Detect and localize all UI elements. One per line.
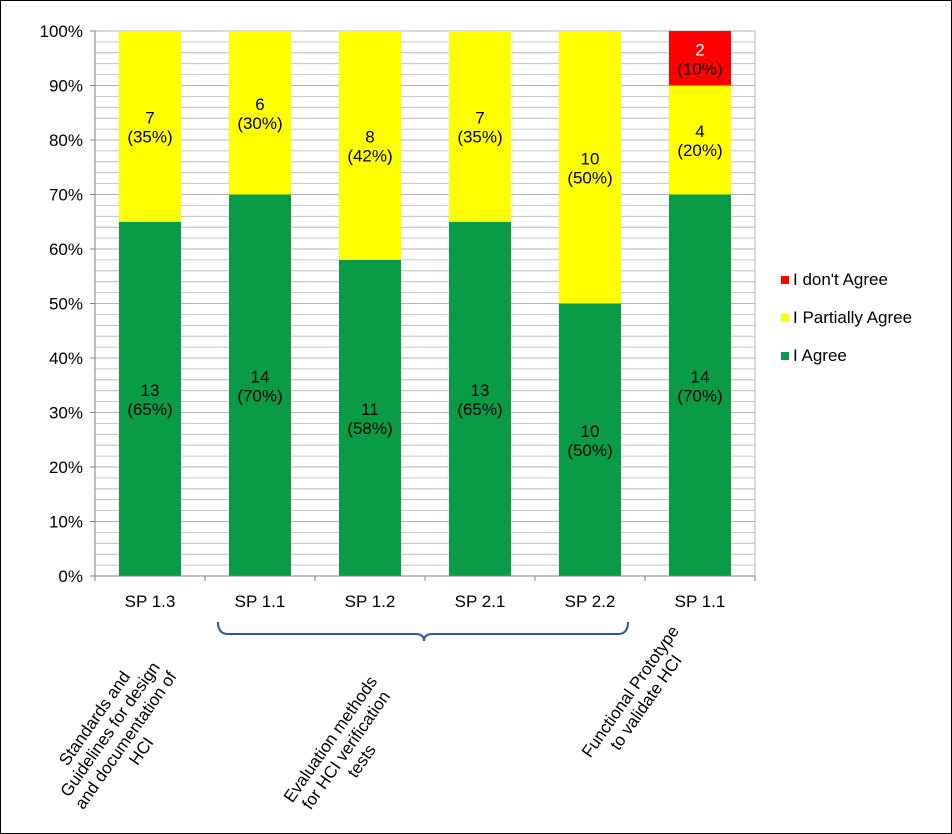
bar-segment — [669, 85, 731, 195]
bar-segment — [119, 31, 181, 222]
data-label-percent: (65%) — [457, 400, 502, 419]
data-label-percent: (58%) — [347, 419, 392, 438]
data-label-percent: (35%) — [457, 127, 502, 146]
legend-label: I Agree — [793, 346, 847, 365]
gridlines — [95, 30, 756, 576]
data-label-percent: (10%) — [677, 59, 722, 78]
data-label-count: 10 — [581, 149, 600, 168]
bar-segment — [669, 31, 731, 86]
legend-label: I Partially Agree — [793, 308, 913, 327]
bars — [119, 31, 731, 576]
bar-segment — [559, 31, 621, 304]
y-tick-label: 40% — [49, 349, 83, 368]
y-tick-label: 10% — [49, 513, 83, 532]
data-labels: 13(65%)7(35%)14(70%)6(30%)11(58%)8(42%)1… — [127, 40, 722, 460]
data-label-count: 7 — [475, 108, 484, 127]
data-label-percent: (50%) — [567, 441, 612, 460]
y-tick-label: 100% — [40, 22, 83, 41]
data-label-count: 10 — [581, 422, 600, 441]
data-label-count: 14 — [251, 367, 270, 386]
data-label-count: 14 — [691, 367, 710, 386]
bar-segment — [339, 31, 401, 260]
data-label-count: 6 — [255, 95, 264, 114]
legend-label: I don't Agree — [793, 270, 888, 289]
bar-segment — [449, 221, 511, 576]
legend-swatch-red — [781, 276, 789, 284]
y-tick-label: 0% — [58, 567, 83, 586]
group-bracket — [217, 621, 629, 642]
data-label-percent: (65%) — [127, 400, 172, 419]
bar-segment — [229, 194, 291, 576]
bar-segment — [119, 221, 181, 576]
x-tick-label: SP 2.1 — [455, 592, 506, 611]
axes: SP 1.3 SP 1.1 SP 1.2 SP 2.1 SP 2.2 SP 1.1 0% 10… — [40, 22, 756, 642]
data-label-count: 7 — [145, 108, 154, 127]
legend-swatch-yellow — [781, 314, 789, 322]
bar-segment — [449, 31, 511, 222]
legend-swatch-green — [781, 352, 789, 360]
y-tick-label: 50% — [49, 295, 83, 314]
data-label-count: 13 — [471, 381, 490, 400]
x-tick-label: SP 2.2 — [565, 592, 616, 611]
data-label-percent: (70%) — [237, 386, 282, 405]
y-tick-label: 90% — [49, 77, 83, 96]
data-label-count: 11 — [361, 400, 379, 419]
data-label-percent: (30%) — [237, 114, 282, 133]
x-tick-label: SP 1.3 — [125, 592, 176, 611]
bar-segment — [229, 31, 291, 195]
bar-segment — [339, 259, 401, 576]
y-tick-label: 30% — [49, 404, 83, 423]
data-label-percent: (70%) — [677, 386, 722, 405]
x-tick-label: SP 1.1 — [675, 592, 726, 611]
data-label-count: 4 — [695, 122, 704, 141]
bar-segment — [559, 303, 621, 576]
y-tick-label: 60% — [49, 240, 83, 259]
x-tick-label: SP 1.1 — [235, 592, 286, 611]
data-label-percent: (35%) — [127, 127, 172, 146]
data-label-count: 2 — [695, 40, 704, 59]
bar-segment — [669, 194, 731, 576]
data-label-percent: (50%) — [567, 168, 612, 187]
data-label-percent: (42%) — [347, 146, 392, 165]
data-label-count: 8 — [365, 127, 374, 146]
data-label-percent: (20%) — [677, 141, 722, 160]
x-tick-label: SP 1.2 — [345, 592, 396, 611]
y-tick-label: 20% — [49, 458, 83, 477]
y-tick-label: 80% — [49, 131, 83, 150]
y-tick-label: 70% — [49, 186, 83, 205]
data-label-count: 13 — [141, 381, 160, 400]
